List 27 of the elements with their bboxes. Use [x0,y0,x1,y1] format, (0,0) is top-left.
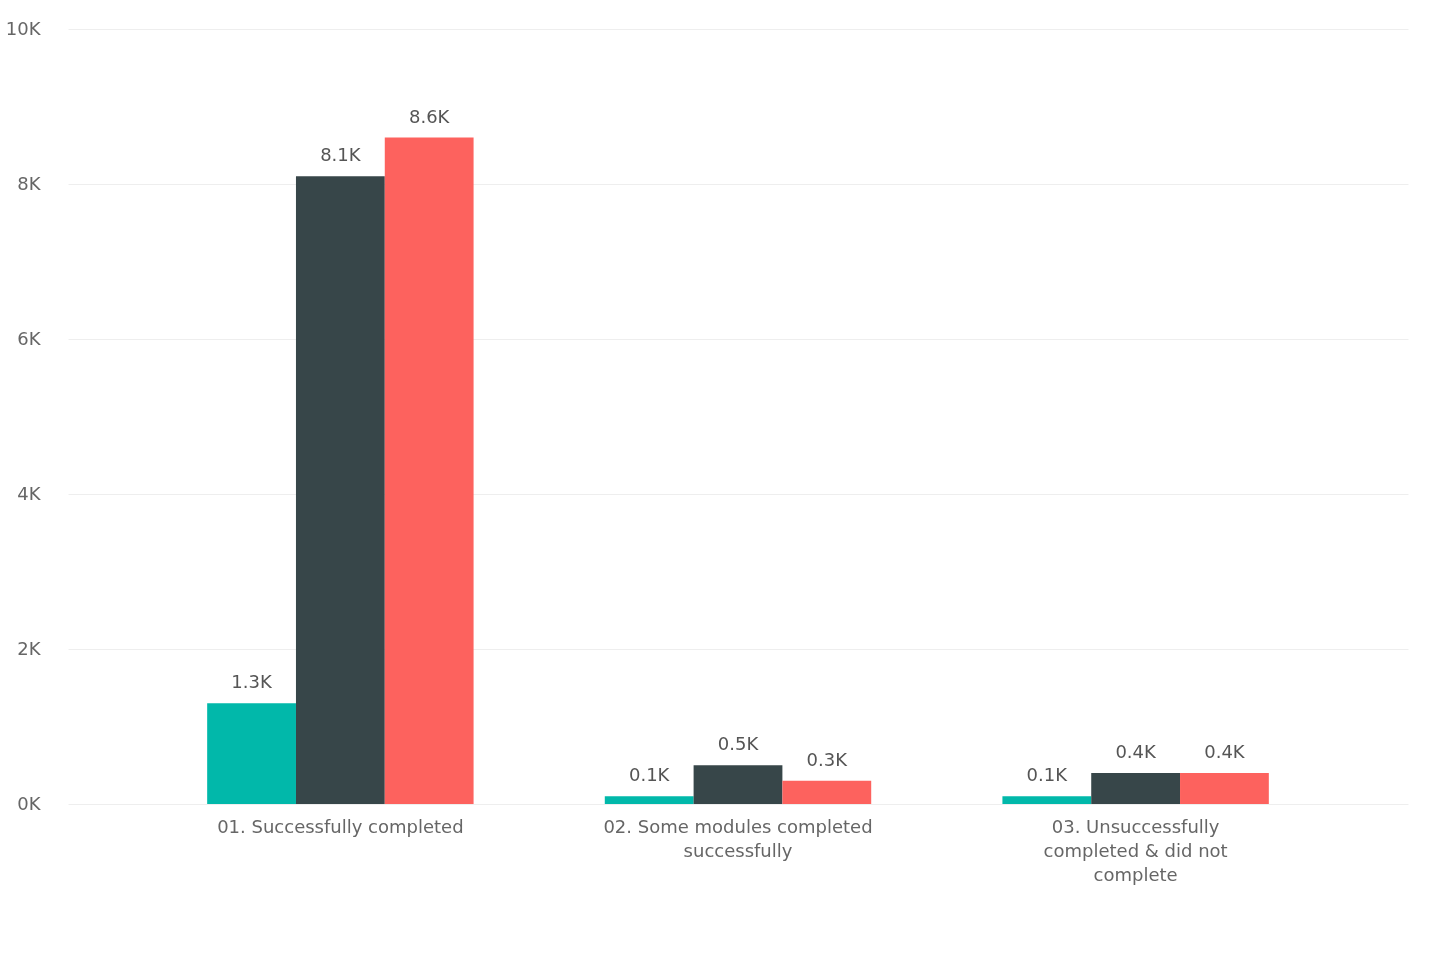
bar [693,765,783,804]
data-label: 0.4K [1204,741,1246,762]
bar [384,137,474,804]
bar [604,796,694,804]
y-tick-label: 6K [17,327,42,349]
bar [1091,773,1181,804]
bar [295,176,385,804]
bar [1180,773,1269,804]
x-tick-label: 01. Successfully completed [217,815,464,837]
y-tick-label: 10K [5,17,42,39]
data-label: 0.1K [628,764,671,786]
y-tick-label: 8K [17,172,42,194]
data-label: 0.5K [717,733,760,755]
data-label: 8.6K [408,105,451,127]
y-tick-label: 4K [17,482,42,504]
data-label: 0.1K [1026,764,1069,786]
x-tick-label: 02. Some modules completed successfully [603,815,873,861]
bar [1002,796,1092,804]
data-label: 8.1K [320,144,362,166]
data-label: 1.3K [231,671,273,693]
x-tick-label: 03. Unsuccessfully completed & did not complete [1043,815,1228,885]
data-label: 0.3K [806,748,849,770]
bar [782,780,872,804]
y-tick-label: 0K [17,792,42,814]
bar [207,703,296,804]
data-label: 0.4K [1115,741,1158,762]
y-tick-label: 2K [17,637,42,659]
